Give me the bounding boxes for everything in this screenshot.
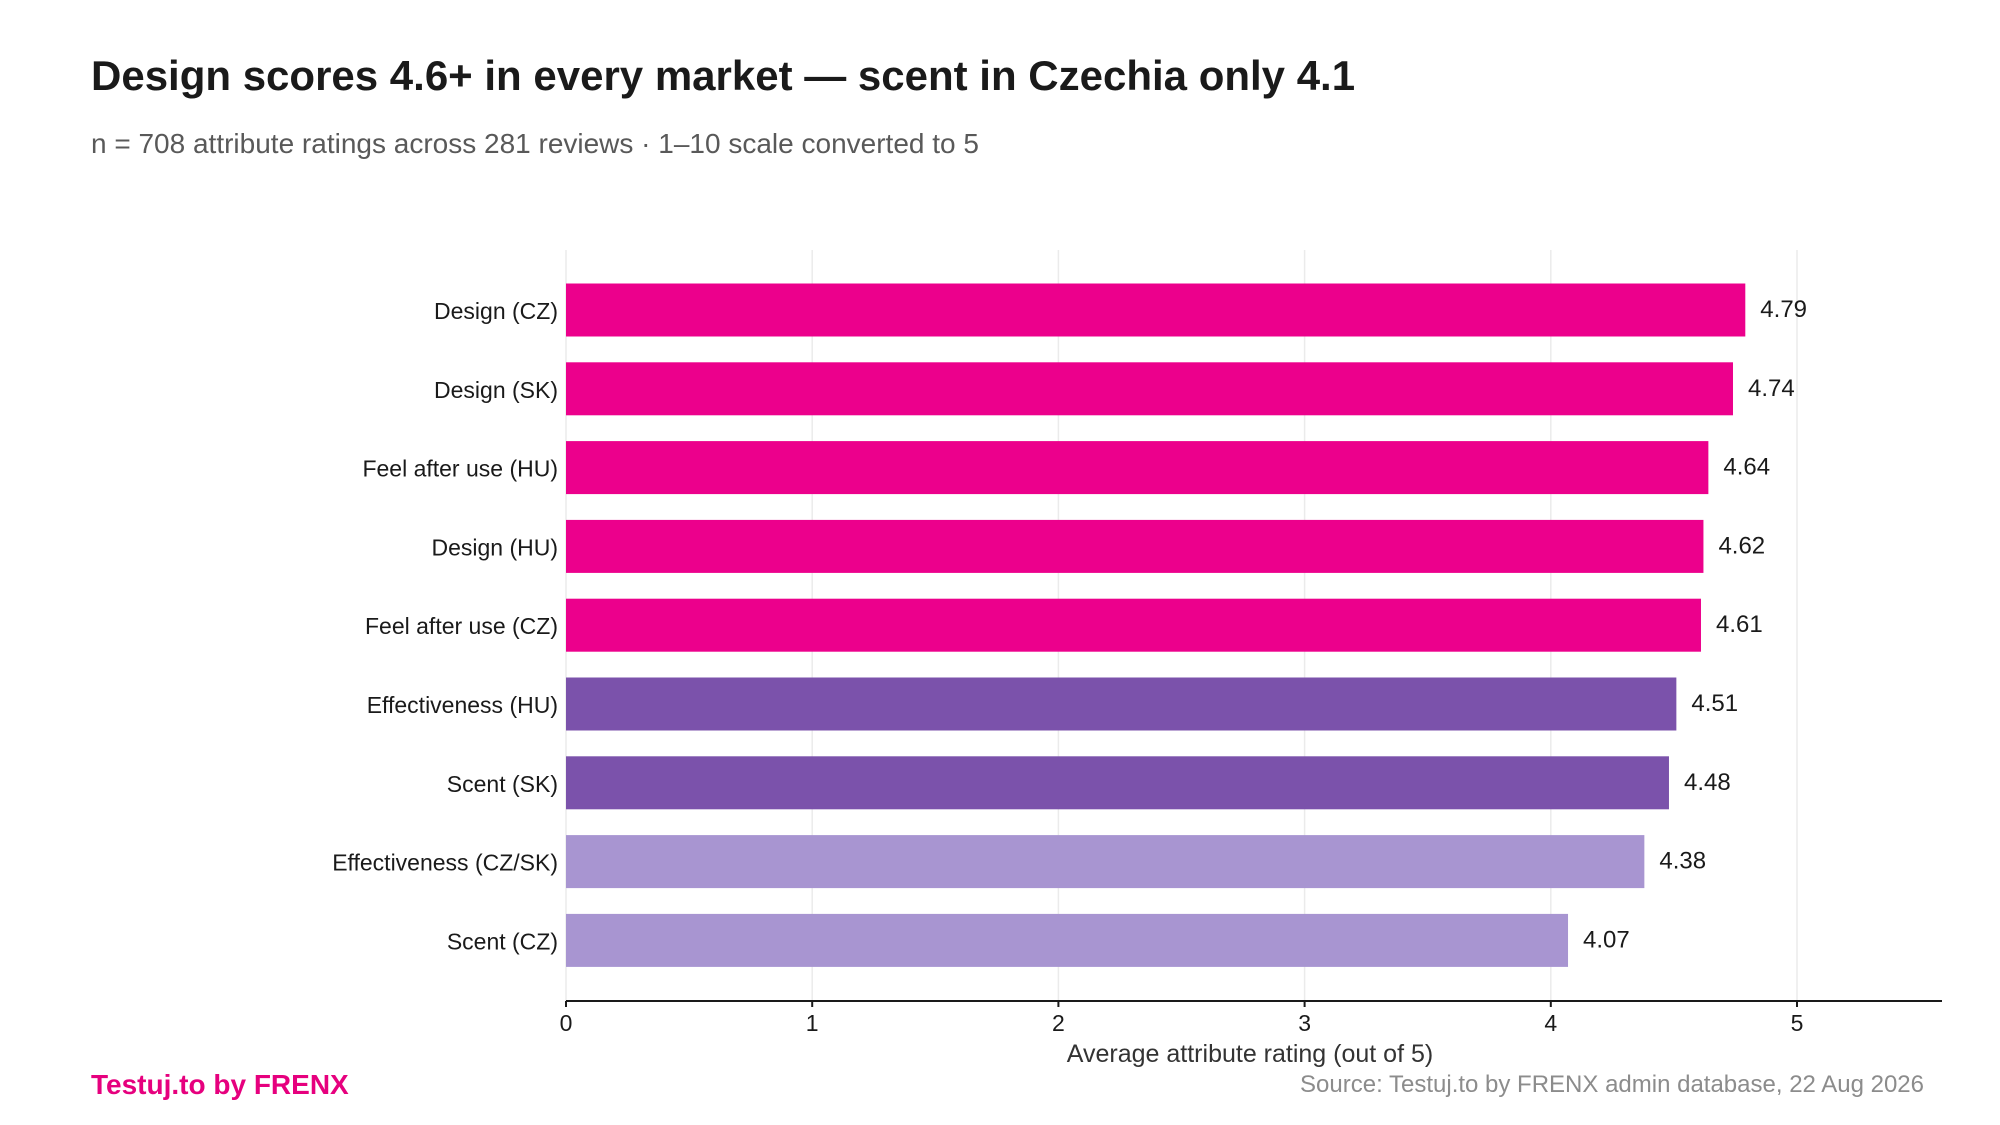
- value-label: 4.48: [1684, 769, 1731, 796]
- value-label: 4.64: [1723, 454, 1770, 481]
- category-label: Design (CZ): [434, 298, 558, 324]
- x-tick-label: 4: [1544, 1010, 1557, 1036]
- category-labels: Design (CZ) Design (SK) Feel after use (HU…: [332, 298, 558, 954]
- value-label: 4.79: [1760, 296, 1807, 323]
- bar: [566, 598, 1701, 652]
- x-tick-label: 0: [560, 1010, 573, 1036]
- x-axis: 0 1 2 3 4 5 Average attribute rating (out of 5…: [560, 1000, 1942, 1068]
- category-label: Design (HU): [431, 534, 558, 560]
- value-label: 4.74: [1748, 375, 1795, 402]
- x-axis-title: Average attribute rating (out of 5): [1067, 1040, 1433, 1068]
- bar: [566, 913, 1569, 967]
- value-label: 4.62: [1718, 532, 1765, 559]
- bar: [566, 756, 1669, 810]
- category-label: Feel after use (CZ): [365, 613, 558, 639]
- category-label: Scent (SK): [447, 771, 558, 797]
- category-label: Effectiveness (CZ/SK): [332, 850, 558, 876]
- value-label: 4.51: [1691, 690, 1738, 717]
- x-tick-label: 2: [1052, 1010, 1065, 1036]
- value-labels: 4.79 4.74 4.64 4.62 4.61 4.51 4.48 4.38 4.07: [1583, 296, 1807, 953]
- x-tick-label: 3: [1298, 1010, 1311, 1036]
- category-label: Feel after use (HU): [362, 456, 558, 482]
- chart-title: Design scores 4.6+ in every market — sce…: [91, 52, 1356, 99]
- category-label: Scent (CZ): [447, 928, 558, 954]
- bar: [566, 441, 1709, 495]
- category-label: Effectiveness (HU): [367, 692, 558, 718]
- category-label: Design (SK): [434, 377, 558, 403]
- value-label: 4.38: [1659, 848, 1706, 875]
- bar: [566, 835, 1645, 889]
- brand-logo-text: Testuj.to by FRENX: [91, 1069, 349, 1100]
- x-tick-label: 1: [806, 1010, 819, 1036]
- x-tick-label: 5: [1791, 1010, 1804, 1036]
- source-note: Source: Testuj.to by FRENX admin databas…: [1300, 1071, 1924, 1098]
- bar: [566, 362, 1733, 416]
- bar: [566, 677, 1677, 731]
- chart-subtitle: n = 708 attribute ratings across 281 rev…: [91, 128, 979, 159]
- bar: [566, 519, 1704, 573]
- value-label: 4.07: [1583, 926, 1630, 953]
- value-label: 4.61: [1716, 611, 1763, 638]
- bars: [566, 283, 1746, 967]
- bar: [566, 283, 1746, 337]
